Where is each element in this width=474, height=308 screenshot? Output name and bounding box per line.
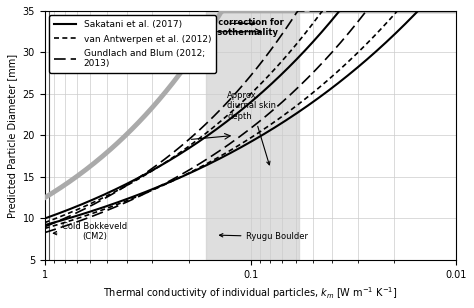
Bar — [206, 11, 299, 260]
Legend: Sakatani et al. (2017), van Antwerpen et al. (2012), Gundlach and Blum (2012;
20: Sakatani et al. (2017), van Antwerpen et… — [49, 15, 216, 73]
Y-axis label: Predicted Particle Diameter [mm]: Predicted Particle Diameter [mm] — [7, 53, 17, 217]
Text: Cold Bokkeveld
(CM2): Cold Bokkeveld (CM2) — [53, 222, 128, 241]
Text: With correction for
non-isothermality: With correction for non-isothermality — [193, 18, 284, 37]
Text: Approx.
diurnal skin
depth: Approx. diurnal skin depth — [227, 91, 276, 165]
Text: Ryugu Boulder: Ryugu Boulder — [219, 232, 309, 241]
X-axis label: Thermal conductivity of individual particles, $k_m$ [W m$^{-1}$ K$^{-1}$]: Thermal conductivity of individual parti… — [103, 285, 398, 301]
